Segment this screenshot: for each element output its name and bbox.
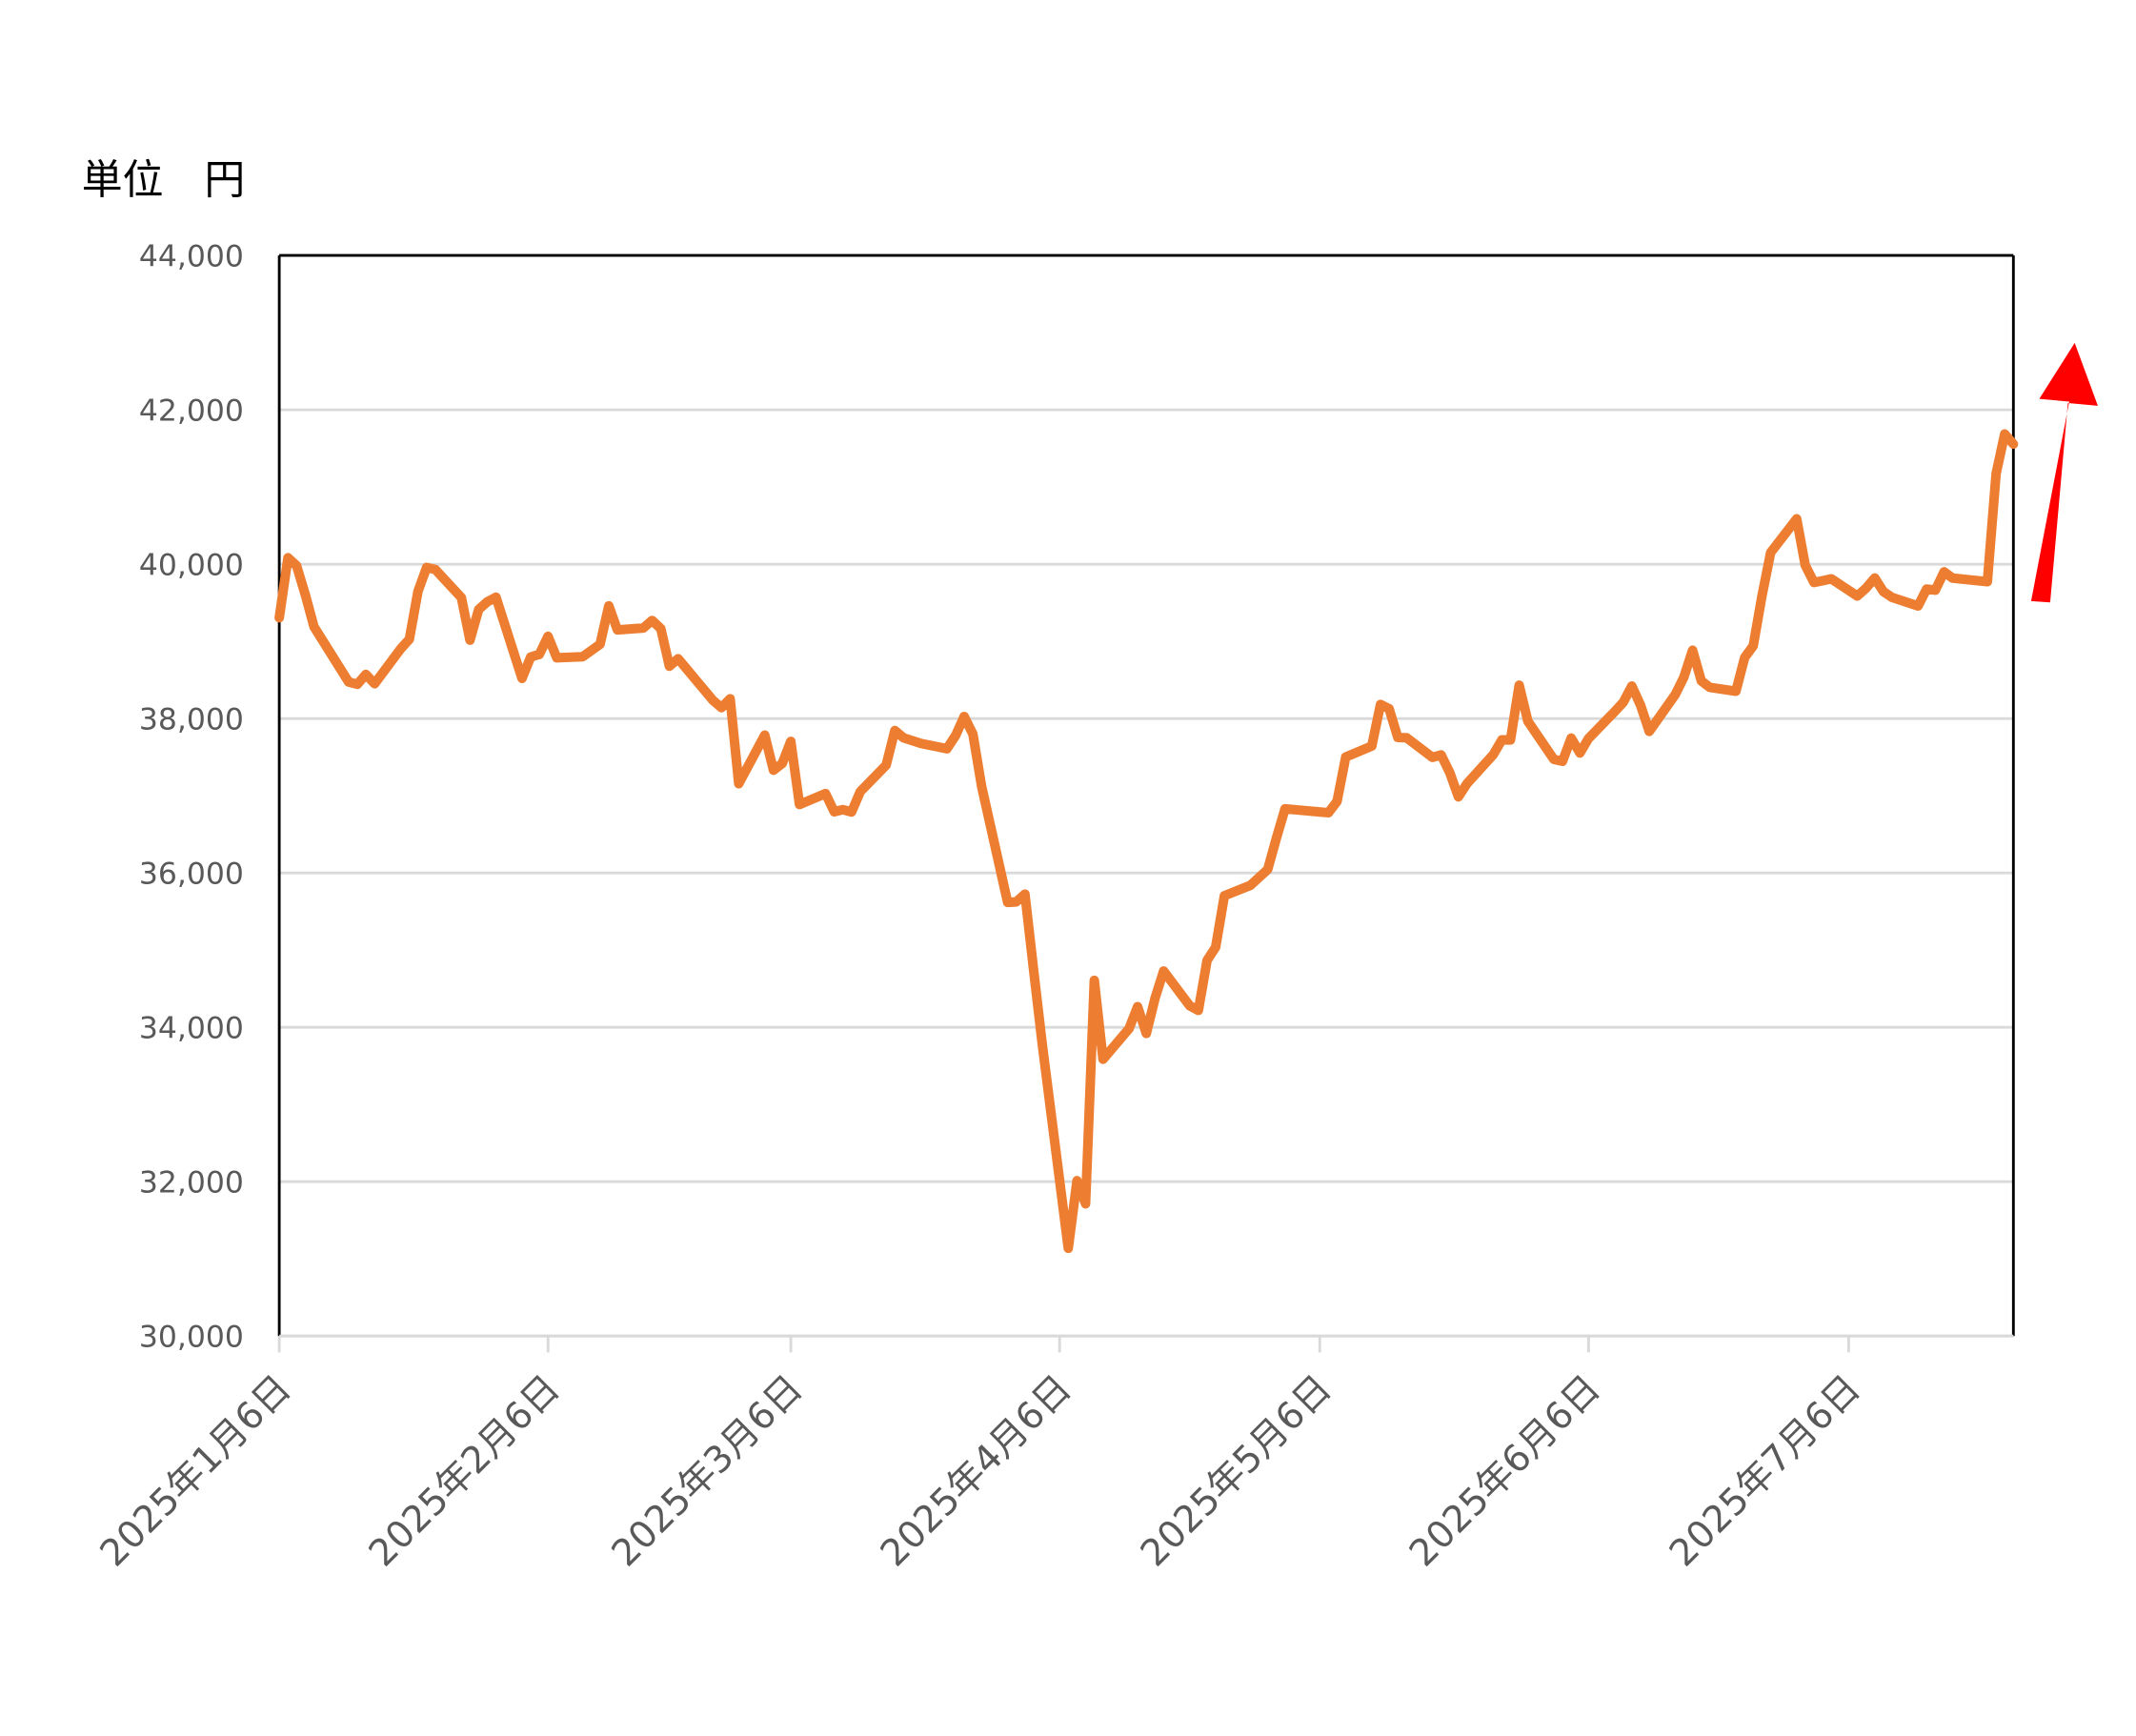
x-tick-label: 2025年4月6日 <box>873 1367 1080 1575</box>
x-tick-label: 2025年6月6日 <box>1401 1367 1609 1575</box>
y-tick-label: 42,000 <box>139 394 244 429</box>
y-tick-label: 30,000 <box>139 1321 244 1355</box>
x-tick-label: 2025年7月6日 <box>1662 1367 1869 1575</box>
y-tick-label: 36,000 <box>139 858 244 892</box>
unit-label: 単位 円 <box>82 157 246 205</box>
y-tick-label: 44,000 <box>139 240 244 274</box>
y-tick-label: 32,000 <box>139 1166 244 1201</box>
y-tick-label: 40,000 <box>139 549 244 583</box>
x-tick-label: 2025年2月6日 <box>361 1367 569 1575</box>
price-line <box>274 429 2019 1254</box>
y-tick-label: 34,000 <box>139 1012 244 1046</box>
x-tick-label: 2025年1月6日 <box>92 1367 300 1575</box>
x-tick-label: 2025年3月6日 <box>604 1367 812 1575</box>
y-tick-label: 38,000 <box>139 703 244 737</box>
x-tick-label: 2025年5月6日 <box>1133 1367 1340 1575</box>
up-arrow <box>2030 342 2098 603</box>
